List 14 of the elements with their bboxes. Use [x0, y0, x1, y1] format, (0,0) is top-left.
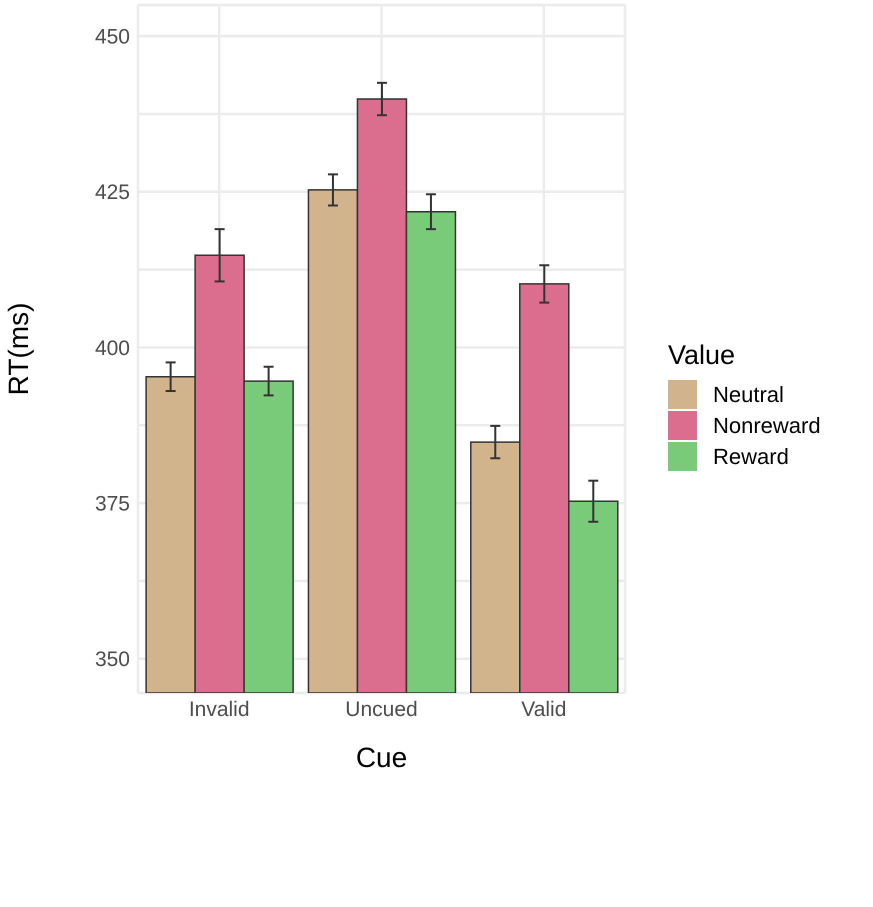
y-tick-label: 350	[94, 648, 130, 672]
x-tick-label: Uncued	[345, 698, 418, 721]
y-tick-label: 400	[94, 336, 130, 360]
legend-label: Neutral	[713, 382, 784, 408]
x-axis-title: Cue	[356, 742, 408, 773]
y-tick-label: 425	[94, 181, 130, 204]
legend-title: Value	[668, 340, 736, 371]
legend-label: Nonreward	[713, 412, 821, 438]
x-tick-label: Valid	[521, 698, 566, 721]
x-tick-label: Invalid	[188, 698, 250, 721]
y-axis-title: RT(ms)	[2, 302, 34, 396]
legend-label: Reward	[713, 444, 789, 470]
y-tick-label: 375	[94, 492, 130, 516]
y-tick-label: 450	[94, 26, 130, 49]
